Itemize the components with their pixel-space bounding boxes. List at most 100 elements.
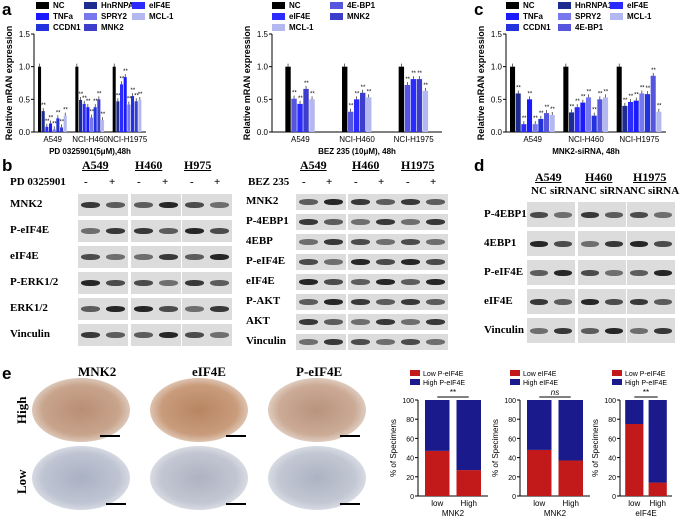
scale-bar	[340, 435, 360, 437]
blot-band	[106, 332, 125, 338]
bar	[639, 93, 645, 132]
bar	[116, 101, 120, 132]
y-tick-label: 20	[608, 475, 616, 482]
significance-mark: **	[138, 92, 143, 98]
blot-band	[299, 239, 318, 245]
bar-low	[527, 449, 552, 496]
blot-row-label: P-AKT	[246, 295, 281, 307]
significance-mark: **	[56, 110, 61, 116]
significance-mark: **	[623, 98, 628, 104]
blot-condition: NC	[531, 185, 547, 197]
bar	[123, 77, 127, 132]
bar	[101, 120, 105, 132]
significance-mark: **	[533, 116, 538, 122]
blot-strip	[296, 214, 346, 230]
legend-label: eIF4E	[149, 1, 171, 10]
y-tick-label: 100	[504, 398, 516, 405]
legend-label: High eIF4E	[523, 380, 558, 387]
legend-label: MNK2	[101, 23, 124, 32]
blot-strip	[398, 194, 448, 210]
bar	[580, 102, 586, 132]
ihc-image-peif4e-low	[268, 446, 366, 510]
panel-letter-b: b	[2, 156, 13, 175]
bar	[645, 94, 651, 132]
y-tick-label: 0.5	[491, 95, 503, 104]
scale-bar	[100, 435, 120, 437]
y-tick-label: 40	[508, 456, 516, 463]
panel-letter-c: c	[474, 0, 484, 19]
blot-band	[351, 199, 370, 205]
y-axis-label: Relative mRAN expression	[476, 26, 486, 141]
ihc-row-label: Low	[14, 469, 29, 494]
ihc-column-title: P-eIF4E	[296, 364, 343, 379]
blot-row-label: eIF4E	[10, 250, 39, 262]
blot-sign: -	[302, 176, 306, 188]
bar-high	[425, 400, 450, 451]
y-tick-label: 60	[608, 436, 616, 443]
y-tick-label: 80	[608, 417, 616, 424]
legend-label: 4E-BP1	[575, 23, 604, 32]
blot-strip	[398, 314, 448, 330]
blot-row-label: Vinculin	[10, 328, 50, 340]
significance-mark: **	[592, 108, 597, 114]
x-tick-label: High	[563, 499, 579, 508]
legend-swatch	[36, 2, 49, 9]
significance-mark: **	[123, 69, 128, 75]
ihc-row-label: High	[14, 396, 29, 424]
blot-strip	[348, 294, 398, 310]
blot-band	[530, 298, 548, 305]
blot-band	[299, 259, 318, 265]
blot-sign: +	[326, 176, 333, 188]
ihc-image-mnk2-high	[32, 378, 130, 442]
y-tick-label: 1.5	[257, 30, 269, 39]
x-axis-label: eIF4E	[635, 509, 656, 516]
legend-label: Low eIF4E	[523, 371, 557, 378]
blot-band	[554, 298, 572, 305]
blot-band	[299, 299, 318, 305]
blot-row-label: eIF4E	[484, 294, 513, 307]
blot-band	[351, 239, 370, 245]
blot-band	[351, 279, 370, 285]
blot-row-label: MNK2	[246, 195, 279, 207]
blot-band	[134, 202, 153, 208]
bar	[538, 118, 544, 132]
legend-label: Low P-eIF4E	[625, 371, 666, 378]
blot-strip	[348, 214, 398, 230]
significance-mark: **	[628, 94, 633, 100]
blot-sign: -	[137, 176, 141, 188]
significance-mark: **	[657, 104, 662, 110]
significance-mark: **	[569, 104, 574, 110]
legend-swatch	[36, 13, 49, 20]
blot-band	[654, 327, 672, 334]
blot-cell-line: H460	[135, 158, 163, 172]
legend-swatch	[510, 379, 520, 385]
y-tick-label: 100	[402, 398, 414, 405]
y-tick-label: 0.5	[257, 95, 269, 104]
blot-cell-line: A549	[300, 158, 327, 172]
x-tick-label: High	[649, 499, 665, 508]
bar	[410, 79, 417, 132]
blot-band	[605, 240, 623, 247]
legend-swatch	[610, 13, 623, 20]
blot-band	[654, 240, 672, 247]
significance-mark: **	[361, 85, 366, 91]
blot-band	[299, 319, 318, 325]
blot-band	[581, 298, 599, 305]
blot-row-label: AKT	[246, 315, 270, 327]
blot-strip	[348, 234, 398, 250]
blot-band	[324, 319, 343, 325]
blot-band	[401, 219, 420, 225]
blot-strip	[348, 194, 398, 210]
bar	[45, 126, 49, 132]
blot-band	[376, 219, 395, 225]
blot-strip	[296, 234, 346, 250]
blot-band	[185, 202, 204, 208]
blot-band	[351, 219, 370, 225]
blot-band	[654, 211, 672, 218]
blot-band	[106, 202, 125, 208]
significance-mark: **	[527, 91, 532, 97]
blot-band	[581, 240, 599, 247]
bar-high	[527, 400, 552, 450]
blot-strip	[131, 220, 181, 242]
